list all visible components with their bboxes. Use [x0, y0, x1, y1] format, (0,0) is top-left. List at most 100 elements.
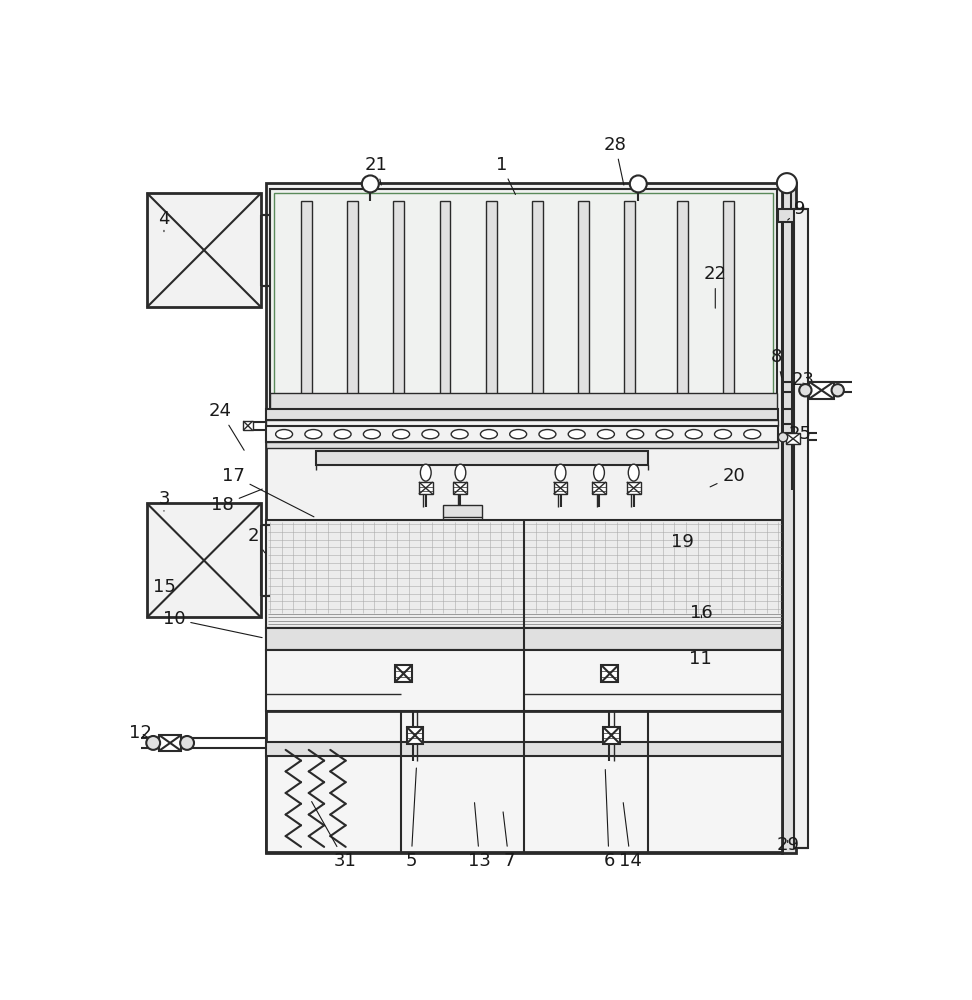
- Text: 20: 20: [711, 467, 746, 487]
- Bar: [779, 209, 795, 222]
- Bar: [578, 201, 589, 397]
- Text: 8: 8: [771, 348, 782, 378]
- Text: 28: 28: [604, 136, 627, 185]
- Bar: [394, 201, 404, 397]
- Bar: [454, 482, 468, 494]
- Text: 15: 15: [153, 578, 175, 596]
- Ellipse shape: [509, 430, 527, 439]
- Text: 4: 4: [158, 210, 170, 232]
- Text: 10: 10: [162, 610, 262, 638]
- Bar: [243, 421, 253, 430]
- Ellipse shape: [598, 430, 614, 439]
- Bar: [347, 201, 358, 397]
- Bar: [723, 201, 734, 397]
- Bar: [419, 482, 433, 494]
- Bar: [592, 482, 606, 494]
- Circle shape: [799, 384, 812, 396]
- Ellipse shape: [628, 464, 639, 481]
- Text: 3: 3: [158, 490, 170, 511]
- Bar: [317, 451, 647, 465]
- Ellipse shape: [569, 430, 585, 439]
- Bar: [603, 727, 620, 744]
- Ellipse shape: [334, 430, 351, 439]
- Bar: [159, 735, 181, 751]
- Ellipse shape: [714, 430, 732, 439]
- Text: 5: 5: [405, 768, 417, 870]
- Bar: [439, 201, 450, 397]
- Text: 31: 31: [312, 802, 357, 870]
- Bar: [810, 382, 834, 399]
- Bar: [147, 503, 261, 617]
- Ellipse shape: [538, 430, 556, 439]
- Text: 9: 9: [787, 200, 806, 220]
- Text: 29: 29: [777, 836, 799, 854]
- Circle shape: [362, 175, 379, 192]
- Bar: [270, 393, 777, 409]
- Bar: [274, 193, 773, 405]
- Ellipse shape: [364, 430, 380, 439]
- Ellipse shape: [276, 430, 293, 439]
- Text: 7: 7: [503, 812, 515, 870]
- Bar: [270, 189, 777, 409]
- Ellipse shape: [627, 430, 643, 439]
- Ellipse shape: [451, 430, 469, 439]
- Bar: [301, 201, 312, 397]
- Bar: [627, 482, 641, 494]
- Circle shape: [832, 384, 844, 396]
- Bar: [486, 201, 497, 397]
- Bar: [266, 409, 779, 420]
- Ellipse shape: [555, 464, 566, 481]
- Text: 6: 6: [604, 770, 614, 870]
- Ellipse shape: [656, 430, 673, 439]
- Bar: [677, 201, 687, 397]
- Ellipse shape: [594, 464, 605, 481]
- Bar: [532, 201, 542, 397]
- Bar: [266, 183, 782, 853]
- Bar: [794, 209, 808, 848]
- Bar: [266, 650, 782, 711]
- Bar: [266, 628, 782, 650]
- Text: 13: 13: [469, 803, 491, 870]
- Bar: [443, 505, 482, 517]
- Ellipse shape: [422, 430, 439, 439]
- Text: 18: 18: [211, 489, 262, 514]
- Text: 22: 22: [704, 265, 727, 308]
- Text: 16: 16: [690, 604, 712, 622]
- Bar: [554, 482, 568, 494]
- Text: 17: 17: [222, 467, 314, 517]
- Ellipse shape: [455, 464, 466, 481]
- Circle shape: [630, 175, 646, 192]
- Ellipse shape: [744, 430, 761, 439]
- Bar: [786, 433, 800, 444]
- Bar: [406, 727, 424, 744]
- Text: 14: 14: [619, 803, 642, 870]
- Circle shape: [777, 173, 797, 193]
- Text: 11: 11: [688, 650, 712, 668]
- Text: 21: 21: [365, 156, 388, 185]
- Bar: [266, 426, 779, 442]
- Bar: [624, 201, 636, 397]
- Text: 19: 19: [671, 533, 694, 551]
- Circle shape: [779, 433, 787, 442]
- Ellipse shape: [393, 430, 409, 439]
- Bar: [266, 742, 782, 756]
- Ellipse shape: [685, 430, 702, 439]
- Bar: [266, 420, 779, 426]
- Circle shape: [146, 736, 160, 750]
- Ellipse shape: [420, 464, 432, 481]
- Bar: [395, 665, 412, 682]
- Bar: [266, 520, 782, 628]
- Bar: [266, 442, 779, 448]
- Bar: [602, 665, 618, 682]
- Ellipse shape: [480, 430, 498, 439]
- Bar: [266, 711, 782, 852]
- Text: 25: 25: [788, 425, 812, 443]
- Bar: [782, 183, 796, 853]
- Circle shape: [180, 736, 194, 750]
- Text: 1: 1: [496, 156, 515, 194]
- Text: 24: 24: [209, 402, 244, 450]
- Bar: [147, 193, 261, 307]
- Text: 23: 23: [791, 371, 815, 389]
- Text: 12: 12: [129, 724, 153, 742]
- Ellipse shape: [305, 430, 322, 439]
